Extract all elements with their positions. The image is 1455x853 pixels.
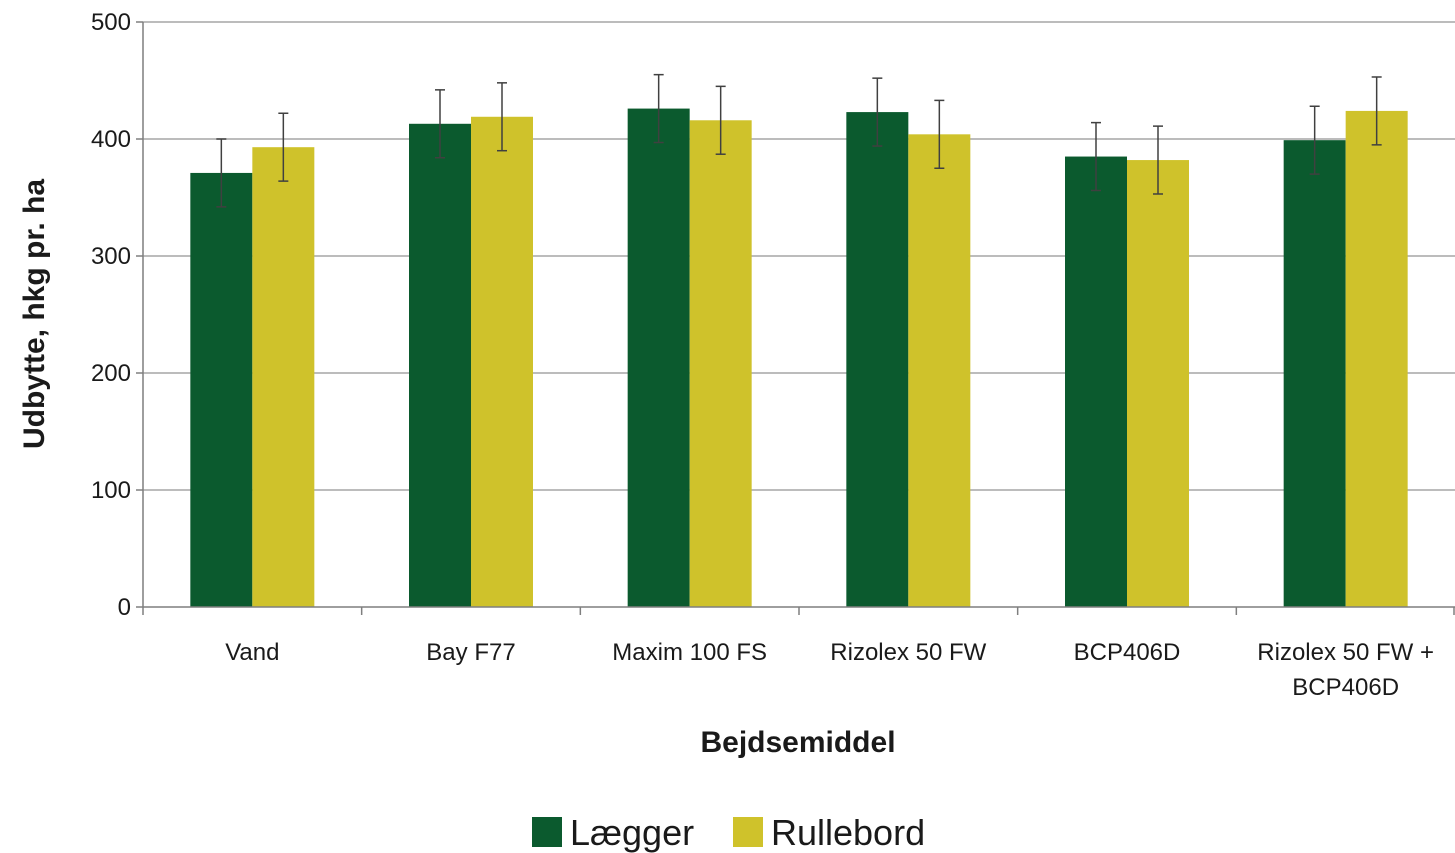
bars <box>190 108 1408 608</box>
legend-label-laegger: Lægger <box>570 812 694 853</box>
y-axis-title: Udbytte, hkg pr. ha <box>18 179 51 449</box>
bar-laegger <box>627 108 690 607</box>
y-tick-label: 300 <box>91 243 131 270</box>
bar-rullebord <box>1127 160 1189 607</box>
error-bar-laegger <box>1309 105 1320 175</box>
x-axis-title: Bejdsemiddel <box>700 726 895 759</box>
y-tick-label: 400 <box>91 126 131 153</box>
y-tick-label: 0 <box>118 594 131 621</box>
bar-laegger <box>846 112 909 607</box>
bar-rullebord <box>689 120 752 607</box>
y-tick-label: 500 <box>91 9 131 36</box>
x-tick-label: Maxim 100 FS <box>612 639 767 666</box>
x-tick-label: Vand <box>225 639 279 666</box>
bar-rullebord <box>471 116 533 608</box>
error-bar-rullebord <box>715 85 726 155</box>
legend-label-rullebord: Rullebord <box>771 812 925 853</box>
legend-swatch-laegger <box>532 817 562 847</box>
bar-rullebord <box>1345 110 1408 608</box>
y-tick-labels: 0 100 200 300 400 500 <box>91 9 131 621</box>
error-bar-rullebord <box>497 82 507 152</box>
x-tick-labels: Vand Bay F77 Maxim 100 FS Rizolex 50 FW BCP4… <box>225 639 1434 701</box>
error-bar-rullebord <box>1153 125 1163 195</box>
legend-swatch-rullebord <box>733 817 763 847</box>
axes <box>136 21 1455 615</box>
y-tick-label: 200 <box>91 360 131 387</box>
error-bar-rullebord <box>1371 76 1382 146</box>
bar-laegger <box>1283 140 1346 608</box>
bar-laegger <box>190 172 253 607</box>
error-bar-laegger <box>872 77 883 147</box>
error-bar-rullebord <box>278 112 289 182</box>
bar-laegger <box>1065 156 1127 608</box>
gridlines <box>143 21 1455 491</box>
error-bar-laegger <box>216 138 227 208</box>
x-tick-label: BCP406D <box>1074 639 1181 666</box>
legend: Lægger Rullebord <box>532 812 925 853</box>
error-bar-laegger <box>435 89 445 159</box>
x-tick-label: Bay F77 <box>426 639 515 666</box>
error-bar-laegger <box>1091 121 1101 192</box>
error-bars <box>216 73 1382 208</box>
bar-rullebord <box>908 134 971 607</box>
x-tick-label: Rizolex 50 FW + BCP406D <box>1257 639 1434 701</box>
bar-laegger <box>409 123 471 607</box>
error-bar-laegger <box>653 73 664 144</box>
error-bar-rullebord <box>934 99 945 169</box>
x-tick-label: Rizolex 50 FW <box>830 639 986 666</box>
bar-rullebord <box>252 147 315 607</box>
y-tick-label: 100 <box>91 477 131 504</box>
